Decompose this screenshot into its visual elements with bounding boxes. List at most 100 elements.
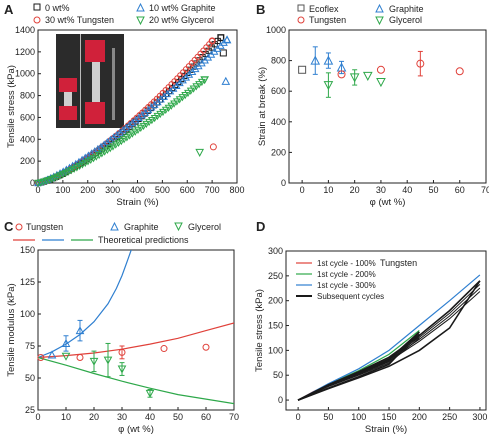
x-tick-label-d: 200 xyxy=(412,412,427,422)
data-point-a-curve xyxy=(172,98,181,106)
data-point-c xyxy=(61,338,71,347)
y-tick-label-a: 1200 xyxy=(15,47,35,57)
x-tick-label-a: 400 xyxy=(130,185,145,195)
y-tick-label-a: 1400 xyxy=(15,25,35,35)
photo-clamp-top xyxy=(85,40,105,62)
data-point-c xyxy=(47,350,57,359)
y-tick-label-a: 600 xyxy=(20,112,35,122)
x-tick-label-a: 600 xyxy=(180,185,195,195)
x-axis-label-d: Strain (%) xyxy=(365,424,407,435)
y-axis-label-a: Tensile stress (kPa) xyxy=(6,65,17,148)
data-point-a-curve xyxy=(125,132,134,140)
legend-d-label-3: Subsequent cycles xyxy=(317,292,384,301)
x-axis-label-a: Strain (%) xyxy=(116,197,158,208)
cycle-load-d xyxy=(297,284,481,401)
data-point-c xyxy=(37,354,45,362)
photo-clamp-left-bottom xyxy=(59,106,77,120)
x-tick-label-a: 100 xyxy=(55,185,70,195)
data-point-c xyxy=(145,389,155,398)
x-tick-label-a: 700 xyxy=(205,185,220,195)
data-point-a-curve xyxy=(111,141,120,149)
legend-a-label-0: 0 wt% xyxy=(45,3,70,13)
legend-c-label-2: Glycerol xyxy=(188,222,221,232)
data-point-a-curve xyxy=(164,104,173,112)
x-tick-label-a: 300 xyxy=(105,185,120,195)
data-point-a-curve xyxy=(117,137,126,146)
x-tick-label-d: 50 xyxy=(323,412,333,422)
y-tick-label-b: 0 xyxy=(281,178,286,188)
plot-frame-d xyxy=(285,250,487,411)
x-tick-label-b: 50 xyxy=(428,185,438,195)
panel-label-c: C xyxy=(4,219,14,234)
legend-d: Tungsten 1st cycle - 100% 1st cycle - 20… xyxy=(296,258,417,301)
plot-frame-c xyxy=(37,249,235,411)
first-cycle-d xyxy=(297,274,481,401)
y-axis-label-b: Strain at break (%) xyxy=(257,67,268,146)
data-point-a-curve xyxy=(170,100,179,108)
data-point-a-curve xyxy=(109,143,117,151)
y-axis-label-d: Tensile stress (kPa) xyxy=(254,289,265,372)
x-tick-label-c: 0 xyxy=(35,412,40,422)
legend-a-label-1: 30 wt% Tungsten xyxy=(45,15,114,25)
data-point-a-curve xyxy=(189,85,198,93)
data-point-a-break xyxy=(222,35,232,44)
data-point-a-curve xyxy=(161,106,170,115)
axes-d: 0 50 100 150 200 250 300 0 50 100 150 200 250 300 Stra… xyxy=(254,246,487,435)
x-tick-label-d: 300 xyxy=(472,412,487,422)
data-point-a-curve xyxy=(114,139,123,148)
legend-d-label-1: 1st cycle - 200% xyxy=(317,270,376,279)
legend-c-marker-1 xyxy=(110,221,119,231)
legend-a-marker-3 xyxy=(136,16,145,26)
legend-a-label-2: 10 wt% Graphite xyxy=(149,3,216,13)
y-tick-label-a: 800 xyxy=(20,91,35,101)
data-point-a-curve xyxy=(195,81,204,89)
legend-c-marker-0 xyxy=(15,223,23,231)
x-tick-label-c: 60 xyxy=(201,412,211,422)
data-point-a-curve xyxy=(167,102,176,110)
plot-frame-b xyxy=(288,29,487,184)
data-point-a-curve xyxy=(139,122,148,131)
y-tick-label-a: 400 xyxy=(20,134,35,144)
data-point-a-curve xyxy=(120,136,129,144)
legend-b-marker-0 xyxy=(297,4,305,12)
axes-b: 0 10 20 30 40 50 60 70 0 200 400 600 800 1000 φ (wt %)… xyxy=(257,25,489,208)
data-point-a-curve xyxy=(95,151,104,160)
y-tick-label-d: 250 xyxy=(268,271,283,281)
data-point-a-curve xyxy=(184,89,192,98)
axes-a: 0 100 200 300 400 500 600 700 800 0 200 400 600 800 10… xyxy=(6,25,245,208)
theory-line-c xyxy=(38,356,234,405)
x-tick-label-b: 0 xyxy=(300,185,305,195)
data-point-c xyxy=(118,348,126,356)
y-tick-label-c: 100 xyxy=(20,309,35,319)
x-tick-label-c: 40 xyxy=(145,412,155,422)
y-tick-label-d: 200 xyxy=(268,296,283,306)
data-point-a-curve xyxy=(131,128,140,136)
x-tick-label-c: 70 xyxy=(229,412,239,422)
data-point-a-curve xyxy=(103,146,112,155)
x-tick-label-c: 30 xyxy=(117,412,127,422)
data-point-c xyxy=(89,357,99,366)
panel-label-a: A xyxy=(4,2,14,17)
data-point-a-curve xyxy=(156,110,165,119)
y-tick-label-c: 25 xyxy=(25,405,35,415)
x-tick-label-b: 40 xyxy=(402,185,412,195)
legend-a-marker-0 xyxy=(33,3,41,11)
data-point-b xyxy=(362,71,373,81)
data-point-a-curve xyxy=(181,92,190,100)
y-tick-label-d: 100 xyxy=(268,345,283,355)
y-tick-label-c: 150 xyxy=(20,245,35,255)
theory-line-c xyxy=(38,250,132,359)
x-axis-label-b: φ (wt %) xyxy=(370,197,406,208)
panel-d-title: Tungsten xyxy=(380,258,417,268)
legend-b-marker-3 xyxy=(375,16,384,26)
cycle-unload-d xyxy=(297,280,481,401)
cycle-load-d xyxy=(297,291,481,401)
data-point-b xyxy=(416,59,425,68)
data-point-b xyxy=(298,65,307,74)
data-point-a-curve xyxy=(128,130,137,138)
y-axis-label-c: Tensile modulus (kPa) xyxy=(6,283,17,376)
data-point-a-curve xyxy=(197,78,206,87)
x-tick-label-b: 10 xyxy=(323,185,333,195)
data-point-b xyxy=(323,81,334,91)
